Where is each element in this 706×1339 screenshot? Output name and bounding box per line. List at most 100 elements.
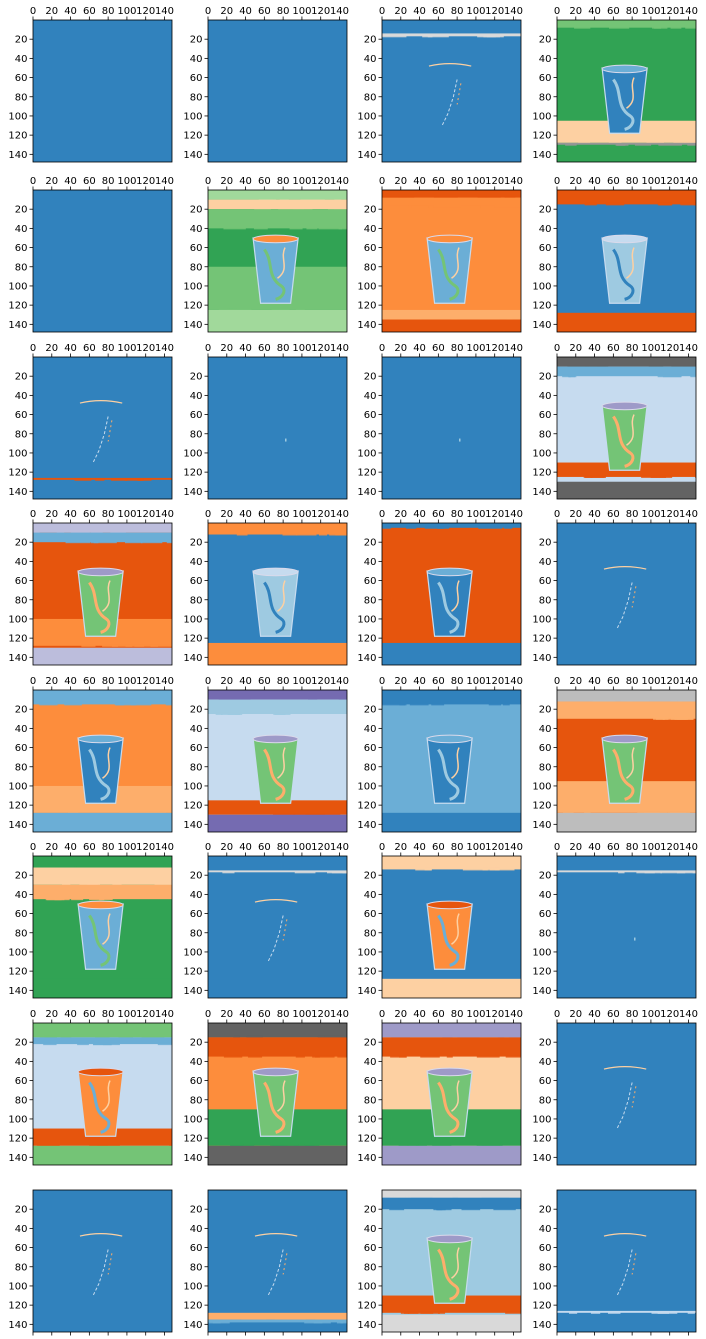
x-tick-label: 20 [220, 176, 233, 187]
band-edge [652, 26, 668, 29]
x-tick-label: 60 [432, 676, 445, 687]
y-tick-label: 60 [539, 243, 552, 254]
band-edge [480, 996, 506, 998]
band-edge [420, 1055, 440, 1058]
y-tick-label: 60 [15, 576, 28, 587]
y-tick-label: 80 [190, 429, 203, 440]
x-tick-label: 0 [205, 842, 211, 853]
band-edge [150, 644, 172, 647]
panel-image [557, 1023, 696, 1165]
band-edge [317, 1035, 325, 1039]
x-tick-label: 60 [432, 842, 445, 853]
y-tick-label: 60 [190, 576, 203, 587]
band-edge [592, 700, 616, 703]
band-region [382, 197, 521, 208]
band-edge [664, 330, 690, 332]
x-tick-label: 100 [466, 842, 485, 853]
y-tick-label: 40 [539, 557, 552, 568]
panel-image [33, 690, 172, 832]
x-tick-label: 40 [413, 842, 426, 853]
cup-region [77, 570, 124, 637]
band-edge [289, 663, 301, 665]
x-tick-label: 60 [432, 509, 445, 520]
band-edge [134, 830, 159, 832]
band-edge [485, 196, 501, 199]
x-tick-label: 80 [626, 343, 639, 354]
y-tick-label: 100 [8, 448, 27, 459]
axes-frame [207, 1022, 348, 1166]
x-tick-label: 120 [485, 343, 504, 354]
band-edge [690, 374, 696, 378]
band-edge [336, 1320, 344, 1324]
cup-rim [601, 734, 648, 744]
band-edge [618, 870, 625, 874]
y-tick-label: 40 [539, 391, 552, 402]
y-tick-label: 60 [190, 743, 203, 754]
x-tick-label: 120 [660, 176, 679, 187]
x-tick-label: 40 [239, 842, 252, 853]
x-tick-label: 0 [30, 509, 36, 520]
x-tick-label: 80 [626, 1009, 639, 1020]
y-tick-label: 60 [539, 1076, 552, 1087]
band-edge [646, 330, 656, 332]
band-edge [274, 712, 286, 715]
x-tick-label: 140 [330, 6, 349, 17]
x-tick-label: 140 [155, 176, 174, 187]
x-tick-label: 40 [64, 343, 77, 354]
y-tick-label: 60 [539, 410, 552, 421]
band-edge [165, 663, 172, 665]
x-tick-label: 60 [83, 6, 96, 17]
y-tick-label: 40 [190, 54, 203, 65]
y-tick-label: 40 [539, 890, 552, 901]
x-tick-label: 120 [485, 6, 504, 17]
band-region [33, 523, 172, 533]
band-edge [337, 1055, 347, 1058]
band-edge [169, 1144, 172, 1147]
y-tick-label: 140 [183, 320, 202, 331]
cup-region [601, 237, 648, 304]
y-tick-label: 120 [357, 1134, 376, 1145]
axes-frame [381, 1189, 522, 1333]
y-tick-label: 120 [532, 301, 551, 312]
band-edge [624, 330, 634, 332]
cup-rim [426, 567, 473, 577]
band-edge [476, 1055, 500, 1058]
x-tick-label: 20 [569, 509, 582, 520]
y-tick-label: 60 [364, 743, 377, 754]
y-tick-label: 20 [190, 1038, 203, 1049]
cup-region [426, 1237, 473, 1304]
y-tick-label: 40 [364, 224, 377, 235]
band-edge [64, 702, 82, 706]
band-edge [157, 1042, 172, 1046]
x-tick-label: 80 [451, 1009, 464, 1020]
band-edge [131, 663, 153, 665]
band-edge [504, 196, 516, 199]
y-tick-label: 40 [190, 557, 203, 568]
band-edge [422, 34, 433, 38]
band-edge [384, 205, 409, 209]
y-tick-label: 20 [15, 1038, 28, 1049]
y-tick-label: 140 [8, 820, 27, 831]
y-tick-label: 40 [364, 890, 377, 901]
cup-pattern [263, 248, 286, 301]
x-tick-label: 40 [413, 343, 426, 354]
panel-image [382, 856, 521, 998]
band-edge [648, 365, 664, 368]
x-tick-label: 120 [485, 509, 504, 520]
y-tick-label: 80 [539, 429, 552, 440]
cup-region [601, 404, 648, 471]
band-edge [669, 497, 695, 499]
y-tick-label: 80 [364, 1262, 377, 1273]
x-tick-label: 140 [504, 842, 523, 853]
cup-rim-edge [79, 1233, 123, 1237]
x-tick-label: 140 [330, 343, 349, 354]
band-edge [567, 365, 589, 368]
cup-pattern [263, 1081, 286, 1134]
band-edge [81, 644, 96, 647]
cup-edge [441, 79, 458, 126]
y-tick-label: 20 [190, 35, 203, 46]
y-tick-label: 40 [15, 224, 28, 235]
x-tick-label: 40 [413, 176, 426, 187]
band-edge [253, 226, 268, 230]
